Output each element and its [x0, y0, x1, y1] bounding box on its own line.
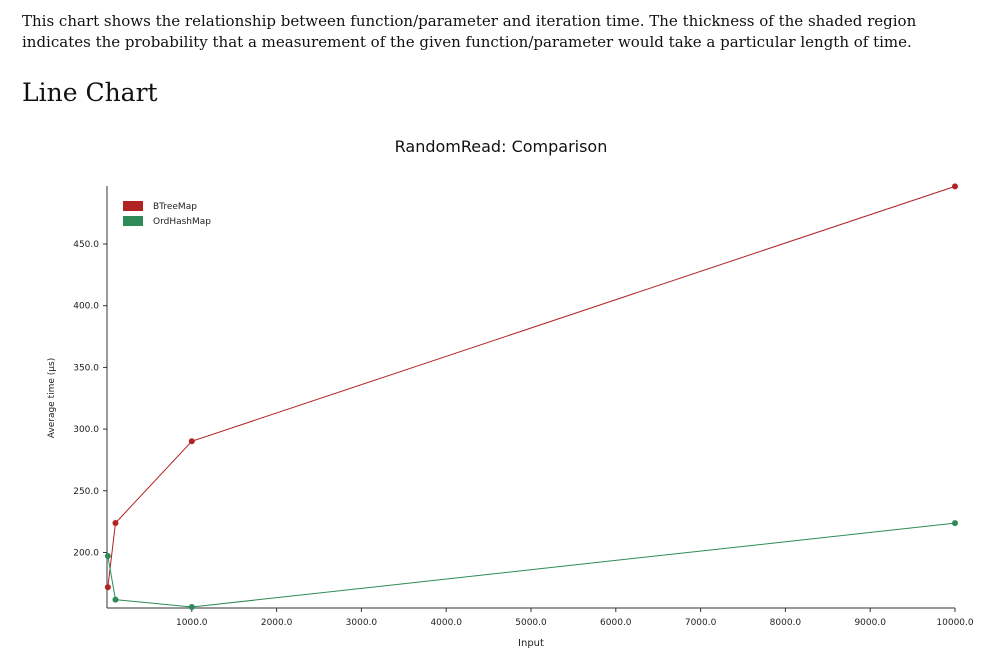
data-point-ordhashmap [952, 520, 958, 527]
section-title: Line Chart [22, 78, 158, 107]
x-axis-label: Input [518, 638, 544, 649]
plot-area: 1000.0 2000.0 3000.0 4000.0 5000.0 6000.0 7000… [73, 183, 974, 628]
legend-label-btreemap: BTreeMap [153, 202, 197, 212]
x-tick-label: 1000.0 [176, 618, 208, 628]
intro-paragraph: This chart shows the relationship betwee… [22, 12, 917, 51]
x-tick-label: 10000.0 [936, 618, 973, 628]
data-point-btreemap [952, 183, 958, 190]
data-point-ordhashmap [188, 604, 195, 611]
data-point-btreemap [104, 584, 111, 591]
line-chart: RandomRead: Comparison 1000.0 2000.0 3000.… [47, 137, 974, 649]
y-tick-label: 300.0 [73, 425, 99, 435]
x-tick-label: 6000.0 [600, 618, 632, 628]
x-tick-label: 5000.0 [515, 618, 547, 628]
x-tick-label: 4000.0 [430, 618, 462, 628]
y-tick-label: 200.0 [73, 548, 99, 558]
y-tick-label: 400.0 [73, 302, 99, 312]
chart-title: RandomRead: Comparison [395, 137, 608, 156]
legend-label-ordhashmap: OrdHashMap [153, 217, 211, 227]
y-tick-label: 450.0 [73, 240, 99, 250]
x-tick-label: 7000.0 [685, 618, 717, 628]
legend-swatch-btreemap [123, 201, 143, 211]
series-line-ordhashmap [107, 522, 956, 608]
x-tick-label: 3000.0 [346, 618, 378, 628]
data-point-btreemap [188, 438, 195, 445]
data-point-ordhashmap [104, 553, 111, 560]
data-point-ordhashmap [112, 596, 119, 603]
legend-swatch-ordhashmap [123, 216, 143, 226]
y-tick-label: 350.0 [73, 363, 99, 373]
series-line-btreemap [107, 185, 956, 588]
y-tick-label: 250.0 [73, 487, 99, 497]
data-point-btreemap [112, 519, 119, 526]
x-tick-label: 9000.0 [854, 618, 886, 628]
x-tick-label: 8000.0 [770, 618, 802, 628]
x-tick-label: 2000.0 [261, 618, 293, 628]
y-axis-label: Average time (µs) [47, 358, 57, 438]
